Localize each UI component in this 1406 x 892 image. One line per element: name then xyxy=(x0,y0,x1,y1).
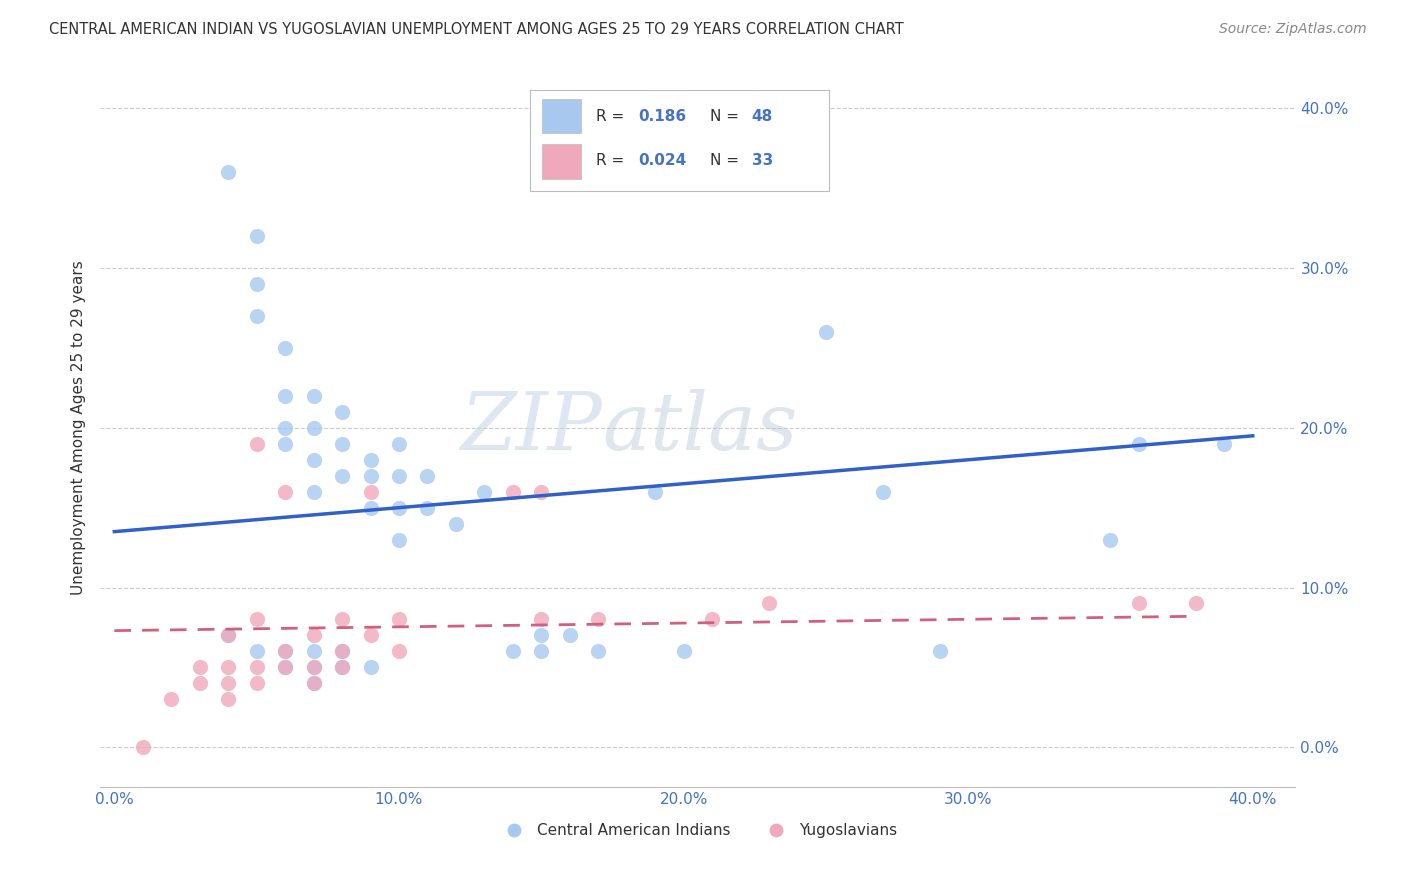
Point xyxy=(330,405,353,419)
Point xyxy=(246,660,269,674)
Point xyxy=(302,660,325,674)
Point xyxy=(416,468,439,483)
Point xyxy=(302,421,325,435)
Point xyxy=(388,533,411,547)
Point xyxy=(530,644,553,658)
Point xyxy=(274,660,297,674)
Point xyxy=(302,484,325,499)
Point xyxy=(302,628,325,642)
Point xyxy=(1128,597,1150,611)
Point xyxy=(530,612,553,626)
Point xyxy=(360,484,382,499)
Point xyxy=(274,660,297,674)
Point xyxy=(217,628,239,642)
Point xyxy=(444,516,467,531)
Point xyxy=(274,341,297,355)
Point xyxy=(388,612,411,626)
Point xyxy=(217,692,239,706)
Point xyxy=(586,612,609,626)
Point xyxy=(530,628,553,642)
Point xyxy=(330,468,353,483)
Point xyxy=(274,421,297,435)
Point xyxy=(388,500,411,515)
Text: Source: ZipAtlas.com: Source: ZipAtlas.com xyxy=(1219,22,1367,37)
Point xyxy=(388,644,411,658)
Point xyxy=(274,644,297,658)
Point xyxy=(360,660,382,674)
Point xyxy=(246,309,269,323)
Point xyxy=(302,644,325,658)
Text: atlas: atlas xyxy=(602,389,797,467)
Point xyxy=(1099,533,1122,547)
Point xyxy=(246,612,269,626)
Point xyxy=(1185,597,1208,611)
Point xyxy=(160,692,183,706)
Point xyxy=(132,740,155,755)
Point xyxy=(1128,437,1150,451)
Point xyxy=(217,165,239,179)
Point xyxy=(644,484,666,499)
Point xyxy=(302,676,325,690)
Point xyxy=(388,468,411,483)
Point xyxy=(274,644,297,658)
Point xyxy=(246,644,269,658)
Point xyxy=(246,229,269,244)
Point xyxy=(330,437,353,451)
Point xyxy=(758,597,780,611)
Point xyxy=(274,484,297,499)
Point xyxy=(217,660,239,674)
Point xyxy=(330,660,353,674)
Point xyxy=(246,437,269,451)
Point xyxy=(360,468,382,483)
Point xyxy=(330,644,353,658)
Point xyxy=(416,500,439,515)
Point xyxy=(700,612,723,626)
Point xyxy=(302,452,325,467)
Text: CENTRAL AMERICAN INDIAN VS YUGOSLAVIAN UNEMPLOYMENT AMONG AGES 25 TO 29 YEARS CO: CENTRAL AMERICAN INDIAN VS YUGOSLAVIAN U… xyxy=(49,22,904,37)
Point xyxy=(274,389,297,403)
Point xyxy=(360,500,382,515)
Point xyxy=(928,644,950,658)
Point xyxy=(302,676,325,690)
Point xyxy=(472,484,495,499)
Y-axis label: Unemployment Among Ages 25 to 29 years: Unemployment Among Ages 25 to 29 years xyxy=(72,260,86,595)
Point xyxy=(586,644,609,658)
Point xyxy=(814,325,837,339)
Point xyxy=(302,660,325,674)
Legend: Central American Indians, Yugoslavians: Central American Indians, Yugoslavians xyxy=(492,817,903,844)
Point xyxy=(330,644,353,658)
Point xyxy=(502,484,524,499)
Point xyxy=(558,628,581,642)
Point xyxy=(330,612,353,626)
Point xyxy=(530,484,553,499)
Point xyxy=(246,676,269,690)
Point xyxy=(1213,437,1236,451)
Point xyxy=(188,676,211,690)
Point xyxy=(330,660,353,674)
Point xyxy=(217,676,239,690)
Point xyxy=(872,484,894,499)
Point xyxy=(672,644,695,658)
Point xyxy=(246,277,269,292)
Point xyxy=(302,389,325,403)
Point xyxy=(502,644,524,658)
Point xyxy=(217,628,239,642)
Point xyxy=(274,437,297,451)
Point xyxy=(188,660,211,674)
Point xyxy=(388,437,411,451)
Point xyxy=(360,628,382,642)
Point xyxy=(360,452,382,467)
Text: ZIP: ZIP xyxy=(460,389,602,467)
